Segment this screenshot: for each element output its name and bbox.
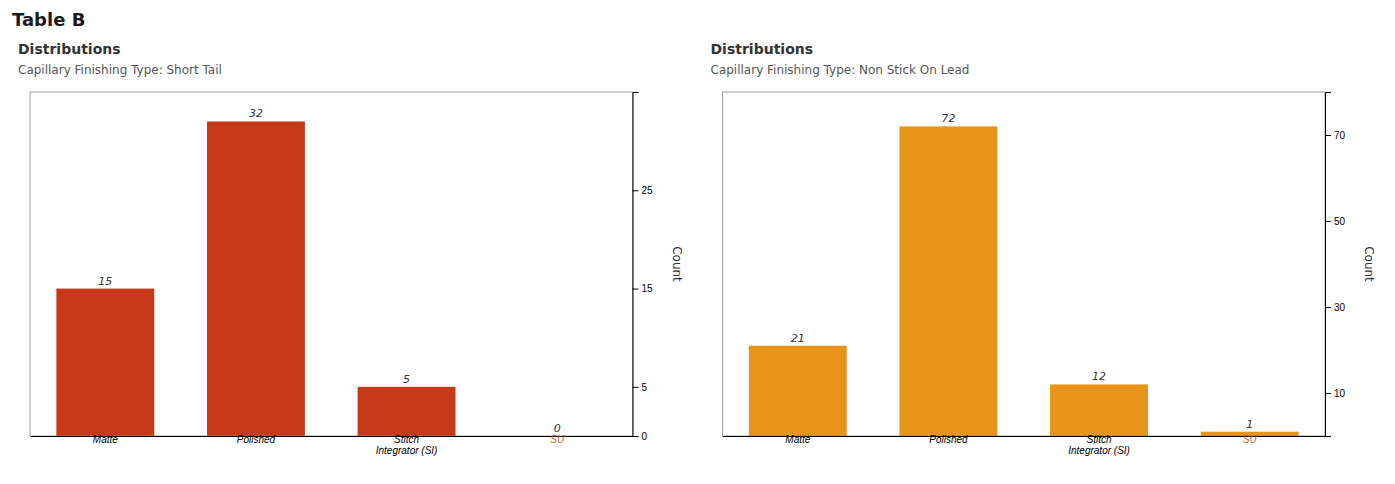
y-tick-mark bbox=[633, 190, 639, 191]
bars bbox=[749, 126, 1299, 436]
y-axis: 10 30 50 70 bbox=[1325, 93, 1346, 437]
y-tick-label: 25 bbox=[642, 185, 654, 196]
y-tick-mark bbox=[1325, 221, 1331, 222]
data-label: 12 bbox=[1092, 370, 1106, 383]
figure-title: Table B bbox=[12, 9, 85, 30]
y-tick-mark bbox=[633, 387, 639, 388]
x-axis: Matte Polished StitchIntegrator (SI) SU bbox=[31, 434, 634, 456]
data-label: 0 bbox=[554, 422, 561, 435]
y-tick-mark bbox=[1325, 135, 1331, 136]
y-tick-label: 0 bbox=[642, 431, 648, 442]
x-axis: Matte Polished StitchIntegrator (SI) SU bbox=[723, 434, 1326, 456]
y-tick: 50 bbox=[1325, 216, 1346, 227]
y-axis-line bbox=[633, 93, 639, 437]
x-tick: Polished bbox=[237, 434, 276, 445]
bar bbox=[207, 121, 305, 436]
x-tick-label-line: Polished bbox=[237, 434, 276, 445]
x-tick: Matte bbox=[785, 434, 810, 445]
chart-svg: Table B Distributions Capillary Finishing … bbox=[0, 0, 1395, 484]
panel-title: Distributions bbox=[711, 41, 814, 57]
bar bbox=[56, 289, 154, 436]
x-tick: Polished bbox=[929, 434, 968, 445]
x-tick-label: Polished bbox=[237, 434, 276, 445]
panel-subtitle: Capillary Finishing Type: Non Stick On L… bbox=[711, 63, 970, 77]
x-tick-label: SU bbox=[550, 434, 565, 445]
y-axis-title: Count bbox=[1362, 246, 1376, 282]
x-tick: SU bbox=[1243, 434, 1258, 445]
x-tick-label-line: Matte bbox=[93, 434, 118, 445]
y-tick-label: 5 bbox=[642, 382, 648, 393]
x-tick-label-line: Stitch bbox=[1087, 434, 1112, 445]
x-tick: StitchIntegrator (SI) bbox=[1068, 434, 1130, 456]
plot-area: 10 30 50 70 Matte Polished StitchIntegrator (S… bbox=[723, 92, 1377, 456]
y-tick-mark bbox=[633, 289, 639, 290]
x-tick-label: StitchIntegrator (SI) bbox=[376, 434, 438, 456]
y-tick-label: 70 bbox=[1334, 130, 1346, 141]
data-labels: 21 72 12 1 bbox=[791, 112, 1253, 430]
x-tick-label: StitchIntegrator (SI) bbox=[1068, 434, 1130, 456]
data-label: 32 bbox=[249, 107, 263, 120]
y-axis: 0 5 15 25 bbox=[633, 93, 654, 442]
y-axis-title: Count bbox=[670, 246, 684, 282]
x-axis-line bbox=[723, 436, 1326, 437]
x-tick: SU bbox=[550, 434, 565, 445]
x-axis-line bbox=[31, 436, 634, 437]
plot-frame bbox=[723, 92, 1326, 436]
data-label: 1 bbox=[1246, 418, 1253, 431]
y-tick-label: 50 bbox=[1334, 216, 1346, 227]
x-tick-label-line: SU bbox=[1243, 434, 1258, 445]
x-tick-label: Polished bbox=[929, 434, 968, 445]
y-tick: 5 bbox=[633, 382, 648, 393]
bars bbox=[56, 121, 455, 436]
y-tick-mark bbox=[1325, 393, 1331, 394]
chart-root: Table B Distributions Capillary Finishing … bbox=[0, 0, 1395, 484]
y-tick: 70 bbox=[1325, 130, 1346, 141]
x-tick-label-line: Polished bbox=[929, 434, 968, 445]
bar bbox=[358, 387, 456, 436]
data-label: 15 bbox=[98, 275, 112, 288]
y-tick: 15 bbox=[633, 283, 654, 294]
plot-frame bbox=[30, 92, 633, 436]
y-tick-mark bbox=[633, 436, 639, 437]
y-axis-line bbox=[1326, 93, 1332, 437]
x-tick-label-line: Matte bbox=[785, 434, 810, 445]
data-label: 21 bbox=[791, 332, 805, 345]
y-tick: 10 bbox=[1325, 388, 1346, 399]
y-tick-label: 10 bbox=[1334, 388, 1346, 399]
data-labels: 15 32 5 0 bbox=[98, 107, 560, 435]
y-tick: 25 bbox=[633, 185, 654, 196]
x-tick-label-line: Integrator (SI) bbox=[1068, 445, 1130, 456]
y-tick-label: 15 bbox=[642, 283, 654, 294]
panel-title: Distributions bbox=[18, 41, 121, 57]
y-tick: 0 bbox=[633, 431, 648, 442]
x-tick-label: Matte bbox=[93, 434, 118, 445]
plot-area: 0 5 15 25 Matte Polished StitchIntegrator (SI)… bbox=[30, 92, 684, 456]
y-tick: 30 bbox=[1325, 302, 1346, 313]
bar bbox=[749, 346, 847, 436]
data-label: 72 bbox=[941, 112, 955, 125]
x-tick-label-line: Stitch bbox=[394, 434, 419, 445]
x-tick-label: SU bbox=[1243, 434, 1258, 445]
panel-subtitle: Capillary Finishing Type: Short Tail bbox=[18, 63, 222, 77]
y-tick-label: 30 bbox=[1334, 302, 1346, 313]
data-label: 5 bbox=[403, 373, 410, 386]
bar bbox=[899, 126, 997, 436]
x-tick-label: Matte bbox=[785, 434, 810, 445]
y-tick-mark bbox=[1325, 307, 1331, 308]
bar bbox=[1050, 384, 1148, 436]
x-tick: Matte bbox=[93, 434, 118, 445]
x-tick-label-line: SU bbox=[550, 434, 565, 445]
x-tick-label-line: Integrator (SI) bbox=[376, 445, 438, 456]
x-tick: StitchIntegrator (SI) bbox=[376, 434, 438, 456]
